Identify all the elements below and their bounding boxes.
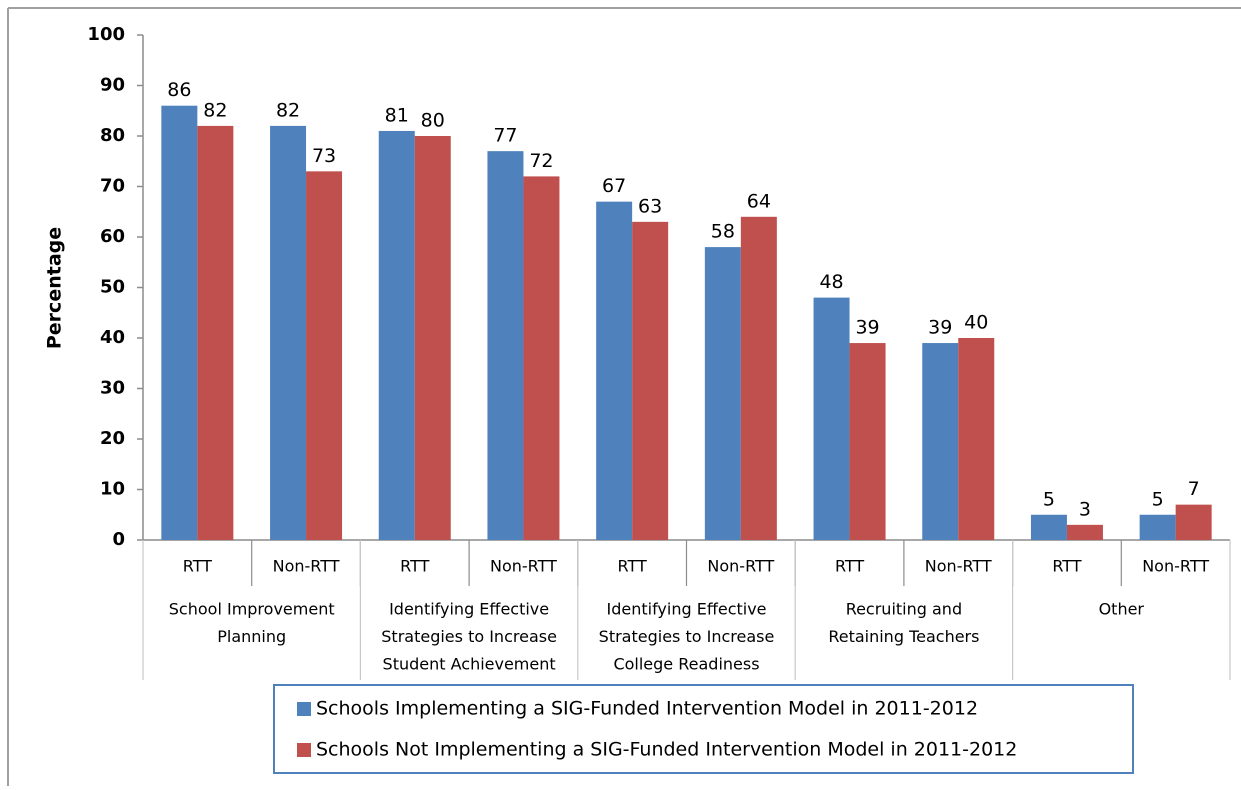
group-label: Identifying Effective xyxy=(389,600,549,619)
bar xyxy=(378,130,415,540)
data-label: 64 xyxy=(747,190,771,212)
bar xyxy=(958,338,995,540)
bar xyxy=(922,343,959,540)
x-tick-label: RTT xyxy=(618,557,647,576)
group-label: Recruiting and xyxy=(846,600,962,619)
data-label: 5 xyxy=(1043,488,1055,510)
data-label: 72 xyxy=(529,150,553,172)
y-tick-label: 20 xyxy=(100,428,125,449)
group-label: Strategies to Increase xyxy=(381,627,557,646)
data-label: 48 xyxy=(819,271,843,293)
group-label: Other xyxy=(1099,600,1145,619)
bar xyxy=(1030,514,1067,540)
bar xyxy=(704,247,741,540)
legend-swatch xyxy=(297,702,311,716)
y-tick-label: 80 xyxy=(100,125,125,146)
group-label: College Readiness xyxy=(613,655,759,674)
y-tick-label: 60 xyxy=(100,226,125,247)
y-tick-label: 30 xyxy=(100,378,125,399)
data-label: 86 xyxy=(167,79,191,101)
data-label: 5 xyxy=(1152,488,1164,510)
bar xyxy=(849,343,886,540)
bar xyxy=(270,125,307,541)
x-tick-label: Non-RTT xyxy=(1142,557,1209,576)
data-label: 3 xyxy=(1079,498,1091,520)
data-label: 67 xyxy=(602,175,626,197)
data-label: 82 xyxy=(203,99,227,121)
group-label: School Improvement xyxy=(169,600,335,619)
data-label: 82 xyxy=(276,99,300,121)
legend-box xyxy=(273,684,1134,774)
data-label: 73 xyxy=(312,145,336,167)
bar xyxy=(1066,524,1103,540)
legend-label: Schools Implementing a SIG-Funded Interv… xyxy=(316,698,978,720)
data-label: 77 xyxy=(493,125,517,147)
group-label: Retaining Teachers xyxy=(828,627,979,646)
group-label: Planning xyxy=(217,627,286,646)
x-tick-label: Non-RTT xyxy=(490,557,557,576)
x-tick-label: RTT xyxy=(183,557,212,576)
bar xyxy=(306,171,343,540)
y-tick-label: 90 xyxy=(100,75,125,96)
legend-label: Schools Not Implementing a SIG-Funded In… xyxy=(316,739,1017,761)
data-label: 7 xyxy=(1188,478,1200,500)
data-label: 58 xyxy=(711,221,735,243)
x-tick-label: Non-RTT xyxy=(273,557,340,576)
x-tick-label: Non-RTT xyxy=(707,557,774,576)
data-label: 40 xyxy=(964,312,988,334)
y-tick-label: 70 xyxy=(100,176,125,197)
data-label: 39 xyxy=(928,317,952,339)
bar xyxy=(1175,504,1212,540)
y-tick-label: 50 xyxy=(100,277,125,298)
bar xyxy=(632,221,669,540)
data-label: 80 xyxy=(421,110,445,132)
y-axis-title: Percentage xyxy=(44,227,66,349)
legend-swatch xyxy=(297,743,311,757)
data-label: 81 xyxy=(385,104,409,126)
bar xyxy=(414,136,451,540)
data-label: 39 xyxy=(855,317,879,339)
bar xyxy=(161,105,198,540)
group-label: Identifying Effective xyxy=(606,600,766,619)
data-label: 63 xyxy=(638,195,662,217)
bar xyxy=(596,201,633,540)
y-tick-label: 100 xyxy=(87,24,125,45)
bar xyxy=(487,151,524,540)
y-tick-label: 0 xyxy=(112,529,125,550)
bar xyxy=(740,216,777,541)
x-tick-label: RTT xyxy=(835,557,864,576)
bar xyxy=(1139,514,1176,540)
group-label: Strategies to Increase xyxy=(599,627,775,646)
y-tick-label: 10 xyxy=(100,479,125,500)
bar xyxy=(197,125,234,541)
x-tick-label: RTT xyxy=(400,557,429,576)
x-tick-label: Non-RTT xyxy=(925,557,992,576)
x-tick-label: RTT xyxy=(1052,557,1081,576)
group-label: Student Achievement xyxy=(383,655,556,674)
y-tick-label: 40 xyxy=(100,327,125,348)
bar xyxy=(523,176,560,540)
bar xyxy=(813,297,850,540)
